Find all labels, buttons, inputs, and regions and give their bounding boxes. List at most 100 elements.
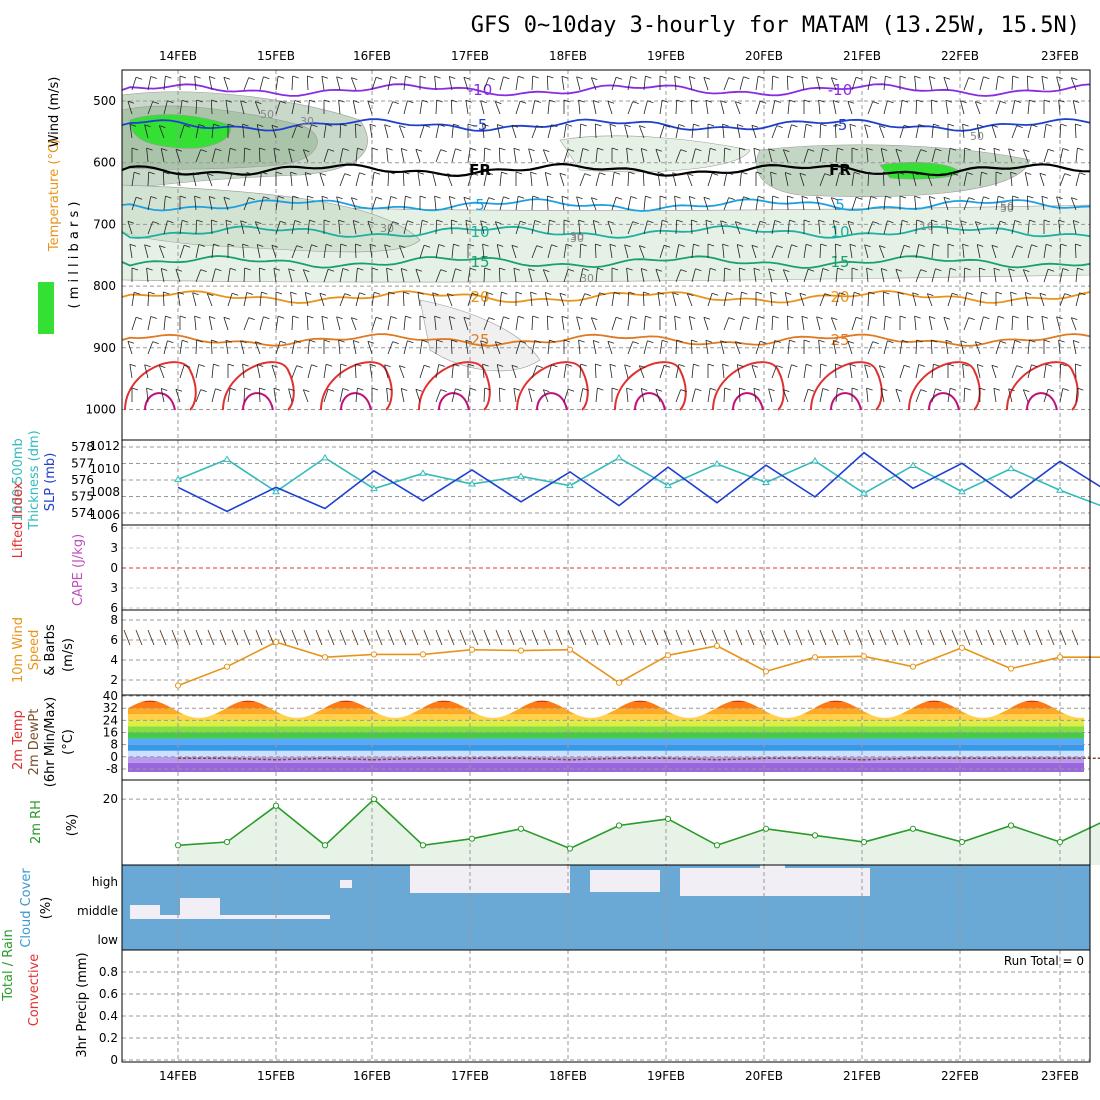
wind-barb	[131, 172, 135, 187]
wind-barb-flag	[691, 99, 698, 103]
series-point	[958, 487, 966, 495]
wind-barb	[163, 196, 166, 211]
wind-barb-flag	[872, 221, 879, 224]
wind-barb-flag	[1012, 75, 1019, 79]
series-point	[860, 838, 868, 846]
wind-barb-flag	[1012, 195, 1019, 199]
wind-barb	[163, 76, 166, 91]
wind-barb	[643, 316, 646, 331]
wind-barb-flag	[1056, 316, 1063, 320]
wind-barb-flag	[465, 99, 473, 103]
wind-barb-flag	[751, 124, 759, 128]
wind-barb-flag	[563, 339, 571, 343]
wind-barb	[1043, 244, 1047, 259]
wind-barb-flag	[647, 340, 654, 344]
wind-barb-flag	[390, 316, 397, 319]
wind-barb-flag	[342, 388, 349, 391]
wind-barb	[291, 100, 296, 115]
wind-barb-flag	[351, 77, 358, 80]
wind-barb-flag	[227, 363, 235, 367]
wind-barb	[771, 315, 774, 331]
wind-barb-flag	[1014, 340, 1021, 343]
wind-barb-flag	[388, 171, 395, 175]
wind-barb-flag	[885, 315, 892, 319]
wind-barb	[227, 293, 233, 307]
wind-barb	[883, 340, 888, 355]
wind-barb	[387, 221, 394, 235]
wind-barb-flag	[661, 99, 669, 103]
wind-barb-flag	[359, 172, 366, 176]
wind-barb-flag	[340, 243, 347, 247]
series-point	[321, 453, 329, 461]
wind-barb-flag	[879, 365, 886, 368]
wind-barb	[306, 315, 309, 331]
precip-axis-label: 3hr Precip (mm)	[75, 952, 90, 1057]
wind-barb	[496, 124, 501, 139]
wind-barb-flag	[722, 363, 729, 367]
wind-barb	[302, 269, 309, 283]
wind-barb	[576, 76, 581, 91]
wind-barb-flag	[687, 173, 694, 176]
wind-barb	[242, 364, 245, 379]
wind-barb	[771, 245, 778, 259]
wind-barb	[690, 219, 693, 235]
wind-barb-flag	[1043, 219, 1051, 223]
wind-barb-flag	[1008, 148, 1015, 152]
wind-barb-flag	[547, 195, 554, 199]
contour-label: FR	[829, 161, 851, 179]
wind-barb-flag	[465, 339, 473, 343]
wind-barb-flag	[183, 364, 191, 368]
wind-barb-flag	[1071, 197, 1078, 200]
wind-barb-flag	[211, 99, 218, 103]
wind-barb	[483, 267, 486, 283]
wind-barb-flag	[213, 243, 220, 247]
wind-barb	[415, 149, 421, 163]
wind-barb	[739, 76, 744, 91]
series-point	[566, 646, 574, 653]
wind-barb-flag	[223, 76, 231, 80]
series-point	[958, 644, 966, 651]
wind-barb-flag	[549, 99, 556, 103]
wind-barb	[243, 172, 248, 187]
wind-barb-flag	[488, 317, 495, 320]
wind-barb	[895, 389, 901, 403]
contour-label: FR	[469, 161, 491, 179]
temperature-contour	[121, 255, 1091, 269]
wind-barb	[321, 76, 325, 91]
wind-barb	[643, 340, 648, 355]
wind-barb	[446, 293, 453, 307]
wind-barb	[819, 148, 824, 163]
wind-barb-flag	[791, 244, 798, 248]
wind-barb-flag	[674, 315, 681, 319]
wind-barb-flag	[248, 197, 255, 200]
surface-wind-barb	[627, 629, 635, 646]
wind-barb	[259, 292, 262, 307]
wind-barb-flag	[440, 149, 447, 152]
wind-tick-label: 8	[110, 613, 118, 627]
wind-barb	[144, 124, 149, 139]
wind-barb-flag	[486, 172, 493, 175]
wind-barb-flag	[215, 148, 222, 152]
wind-barb-flag	[943, 316, 951, 320]
wind-barb-flag	[657, 291, 665, 295]
wind-barb-flag	[678, 244, 685, 247]
wind-barb-flag	[419, 75, 427, 79]
wind-barb-flag	[423, 124, 431, 128]
panel-background	[122, 610, 1090, 695]
wind-barb-flag	[945, 219, 953, 223]
wind-barb	[595, 172, 600, 187]
wind-barb	[867, 221, 874, 235]
wind-barb	[194, 316, 197, 331]
wind-barb-flag	[632, 341, 639, 344]
wind-barb-flag	[127, 100, 135, 104]
wind-barb-flag	[257, 124, 264, 127]
wind-barb	[240, 340, 245, 355]
wind-barb	[787, 124, 792, 139]
bottom-date-label: 21FEB	[843, 1069, 881, 1083]
wind-barb	[849, 244, 853, 259]
wind-barb	[288, 268, 293, 283]
wind-barb-flag	[292, 75, 299, 79]
wind-barb	[579, 123, 582, 139]
cloud-gap	[590, 870, 660, 892]
wind-barb	[627, 171, 630, 187]
